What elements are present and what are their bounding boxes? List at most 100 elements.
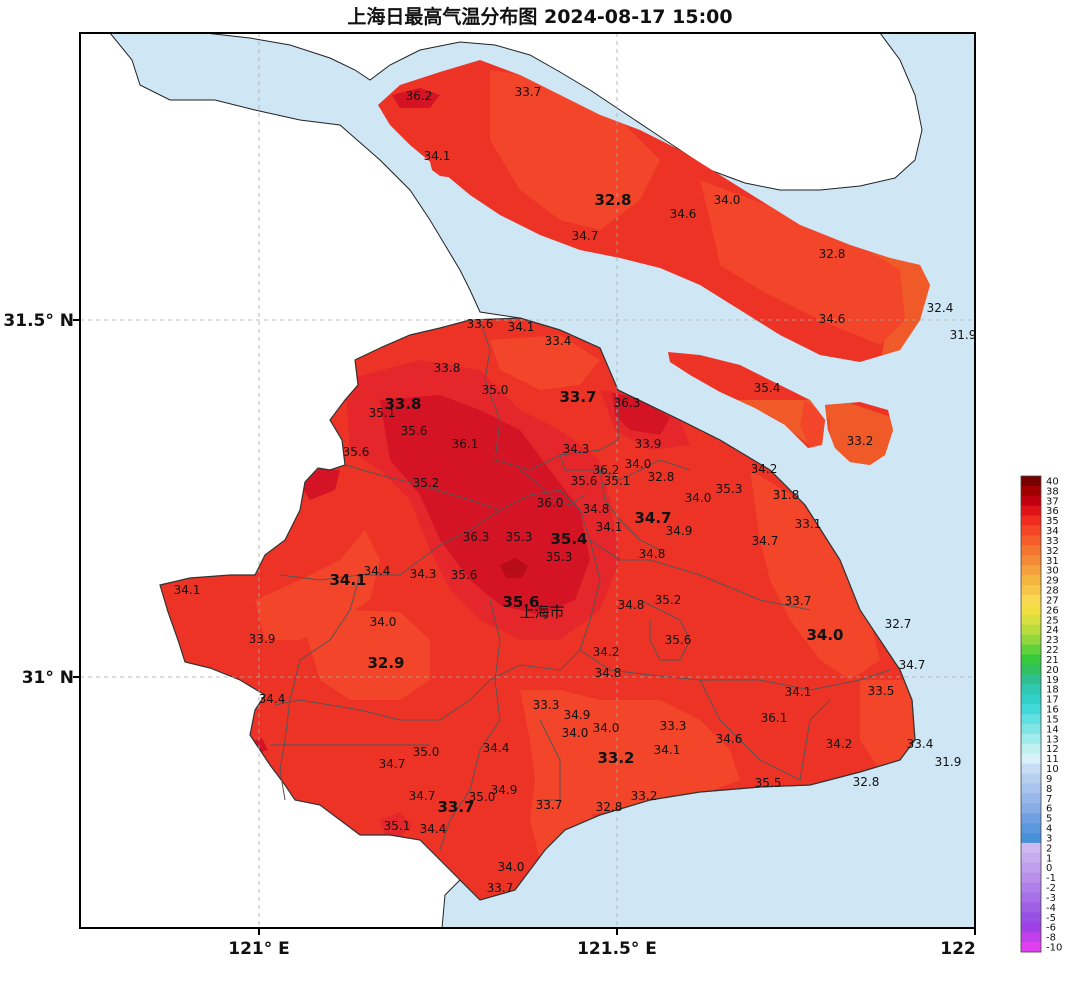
station-value: 35.3 bbox=[506, 530, 533, 544]
station-value: 36.2 bbox=[593, 463, 620, 477]
y-tick-31: 31° N bbox=[22, 668, 74, 688]
station-value: 35.4 bbox=[754, 381, 781, 395]
station-value: 33.8 bbox=[434, 361, 461, 375]
map-title: 上海日最高气温分布图 2024-08-17 15:00 bbox=[347, 6, 733, 28]
station-value: 33.2 bbox=[631, 789, 658, 803]
map-area bbox=[80, 33, 975, 928]
colorbar-swatch bbox=[1021, 604, 1041, 616]
colorbar-level-label: -1 bbox=[1046, 873, 1056, 884]
colorbar-level-label: 25 bbox=[1046, 615, 1059, 626]
station-value: 36.1 bbox=[452, 437, 479, 451]
station-value: 34.7 bbox=[899, 658, 926, 672]
colorbar-level-label: 20 bbox=[1046, 665, 1059, 676]
colorbar-swatch bbox=[1021, 654, 1041, 665]
colorbar-swatch bbox=[1021, 723, 1041, 735]
colorbar-swatch bbox=[1021, 535, 1041, 546]
colorbar-level-label: 40 bbox=[1046, 476, 1059, 487]
colorbar-level-label: 11 bbox=[1046, 754, 1059, 765]
station-value: 34.0 bbox=[593, 721, 620, 735]
colorbar-swatch bbox=[1021, 793, 1041, 804]
colorbar: 4038373635343332313029282726252423222120… bbox=[1020, 475, 1062, 954]
colorbar-level-label: 35 bbox=[1046, 516, 1059, 527]
station-value: 31.8 bbox=[773, 488, 800, 502]
station-value: 35.6 bbox=[401, 424, 428, 438]
colorbar-swatch bbox=[1021, 505, 1041, 516]
colorbar-swatch bbox=[1021, 565, 1041, 576]
station-value: 34.8 bbox=[618, 598, 645, 612]
station-value: 34.0 bbox=[806, 626, 843, 644]
district-boundaries bbox=[270, 319, 891, 851]
station-value: 33.7 bbox=[487, 881, 514, 895]
colorbar-swatch bbox=[1021, 614, 1041, 626]
station-value: 35.2 bbox=[413, 476, 440, 490]
station-value: 34.3 bbox=[410, 567, 437, 581]
station-value: 34.2 bbox=[593, 645, 620, 659]
colorbar-level-label: -5 bbox=[1046, 913, 1056, 924]
colorbar-level-label: 18 bbox=[1046, 685, 1059, 696]
station-value: 32.8 bbox=[596, 800, 623, 814]
colorbar-level-label: -3 bbox=[1046, 893, 1056, 904]
colorbar-swatch bbox=[1021, 872, 1041, 883]
station-value: 34.0 bbox=[498, 860, 525, 874]
colorbar-level-label: 19 bbox=[1046, 675, 1059, 686]
colorbar-swatch bbox=[1021, 495, 1041, 507]
colorbar-level-label: 27 bbox=[1046, 595, 1059, 606]
colorbar-level-label: 15 bbox=[1046, 714, 1059, 725]
colorbar-swatch bbox=[1021, 733, 1041, 745]
station-value: 33.9 bbox=[249, 632, 276, 646]
station-value: 35.0 bbox=[413, 745, 440, 759]
colorbar-level-label: 17 bbox=[1046, 695, 1059, 706]
colorbar-level-label: 29 bbox=[1046, 576, 1059, 587]
station-value: 36.3 bbox=[614, 396, 641, 410]
colorbar-swatch bbox=[1021, 922, 1041, 933]
colorbar-swatch bbox=[1021, 783, 1041, 794]
station-value: 34.9 bbox=[564, 708, 591, 722]
station-value: 32.8 bbox=[819, 247, 846, 261]
station-value: 33.5 bbox=[868, 684, 895, 698]
station-value: 36.2 bbox=[406, 89, 433, 103]
colorbar-level-label: 7 bbox=[1046, 794, 1052, 805]
colorbar-level-label: 13 bbox=[1046, 734, 1059, 745]
x-tick-121-5: 121.5° E bbox=[577, 939, 657, 959]
colorbar-swatch bbox=[1021, 595, 1041, 606]
y-tick-31-5: 31.5° N bbox=[3, 311, 74, 331]
station-value: 34.9 bbox=[491, 783, 518, 797]
colorbar-level-label: 3 bbox=[1046, 833, 1052, 844]
colorbar-level-label: -10 bbox=[1046, 943, 1062, 954]
colorbar-level-label: 16 bbox=[1046, 705, 1059, 716]
station-value: 33.8 bbox=[384, 395, 421, 413]
colorbar-level-label: 9 bbox=[1046, 774, 1052, 785]
station-value: 33.7 bbox=[559, 388, 596, 406]
colorbar-swatch bbox=[1021, 892, 1041, 903]
station-value: 34.1 bbox=[174, 583, 201, 597]
station-value: 36.3 bbox=[463, 530, 490, 544]
city-label: 上海市 bbox=[519, 603, 564, 621]
station-value: 33.7 bbox=[515, 85, 542, 99]
station-value: 35.3 bbox=[716, 482, 743, 496]
station-value: 31.9 bbox=[935, 755, 962, 769]
colorbar-level-label: 12 bbox=[1046, 744, 1059, 755]
station-value: 32.8 bbox=[594, 191, 631, 209]
map-frame bbox=[79, 32, 976, 929]
colorbar-swatch bbox=[1021, 842, 1041, 854]
station-value: 34.1 bbox=[508, 320, 535, 334]
station-value: 34.1 bbox=[424, 149, 451, 163]
station-value: 33.2 bbox=[597, 749, 634, 767]
colorbar-swatch bbox=[1021, 585, 1041, 596]
station-value: 33.4 bbox=[907, 737, 934, 751]
station-value: 35.6 bbox=[502, 593, 539, 611]
colorbar-swatch bbox=[1021, 813, 1041, 824]
station-value: 33.3 bbox=[660, 719, 687, 733]
colorbar-swatch bbox=[1021, 932, 1041, 943]
colorbar-level-label: 32 bbox=[1046, 546, 1059, 557]
colorbar-level-label: 8 bbox=[1046, 784, 1052, 795]
station-value: 35.1 bbox=[604, 474, 631, 488]
colorbar-level-label: 14 bbox=[1046, 724, 1059, 735]
colorbar-swatch bbox=[1021, 644, 1041, 655]
colorbar-level-label: 22 bbox=[1046, 645, 1059, 656]
station-value: 32.9 bbox=[367, 654, 404, 672]
station-value: 34.4 bbox=[259, 692, 286, 706]
colorbar-level-label: 23 bbox=[1046, 635, 1059, 646]
colorbar-level-label: 31 bbox=[1046, 556, 1059, 567]
station-value: 34.0 bbox=[625, 457, 652, 471]
